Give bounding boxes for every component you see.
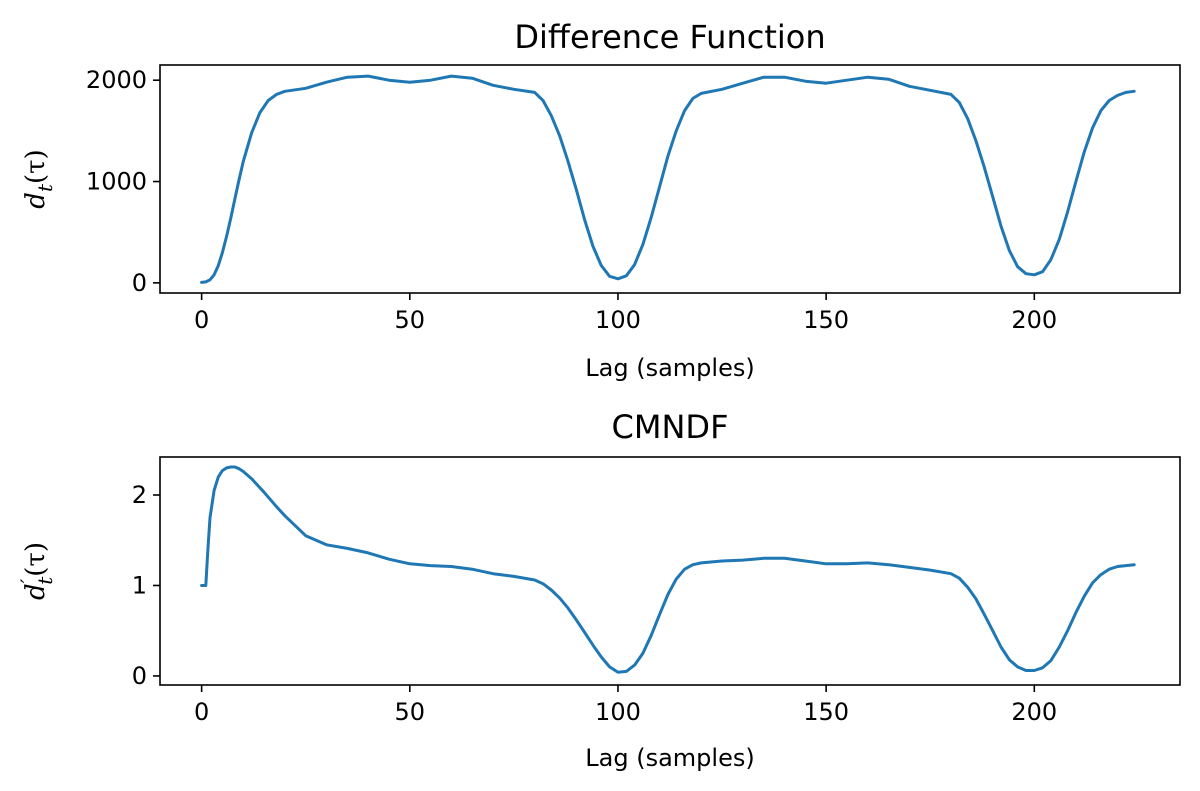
x-tick-label: 150 (803, 698, 849, 726)
y-label-subscript: t (33, 183, 57, 192)
y-tick-label: 1 (132, 571, 147, 599)
x-tick-label: 50 (395, 306, 426, 334)
series-layer (200, 465, 1136, 674)
y-tick-label: 0 (132, 662, 147, 690)
x-tick-label: 100 (595, 306, 641, 334)
x-tick-label: 150 (803, 306, 849, 334)
y-label-prime: ′ (16, 578, 40, 583)
x-axis-label: Lag (samples) (585, 744, 754, 772)
series-line (200, 465, 1136, 674)
x-ticks: 0 50 100 150 200 (194, 293, 1057, 334)
y-label-base: d (21, 192, 51, 209)
x-tick-label: 200 (1011, 306, 1057, 334)
y-axis-label: dt(τ) (21, 149, 57, 208)
y-axis-label: d′t(τ) (16, 542, 57, 600)
chart-cmndf: CMNDF 0 50 100 150 200 0 1 2 Lag (samples) d′t… (16, 408, 1181, 772)
x-ticks: 0 50 100 150 200 (194, 685, 1057, 726)
x-tick-label: 200 (1011, 698, 1057, 726)
plot-frame (159, 456, 1181, 686)
y-tick-label: 2 (132, 481, 147, 509)
y-label-subscript: t (33, 576, 57, 585)
x-tick-label: 0 (194, 306, 209, 334)
series-line (200, 74, 1136, 284)
chart-title: Difference Function (514, 18, 825, 56)
y-tick-label: 2000 (86, 66, 147, 94)
y-label-argument: (τ) (21, 149, 51, 184)
y-tick-label: 0 (132, 269, 147, 297)
y-ticks: 0 1000 2000 (86, 66, 160, 297)
series-layer (200, 74, 1136, 284)
plot-frame (159, 64, 1181, 294)
y-ticks: 0 1 2 (132, 481, 160, 690)
x-tick-label: 50 (395, 698, 426, 726)
chart-title: CMNDF (612, 408, 729, 446)
x-axis-label: Lag (samples) (585, 354, 754, 382)
chart-difference-function: Difference Function 0 50 100 150 200 0 1000 20… (21, 18, 1181, 382)
x-tick-label: 0 (194, 698, 209, 726)
x-tick-label: 100 (595, 698, 641, 726)
y-label-base: d (21, 583, 51, 600)
y-tick-label: 1000 (86, 168, 147, 196)
y-label-argument: (τ) (21, 542, 51, 577)
